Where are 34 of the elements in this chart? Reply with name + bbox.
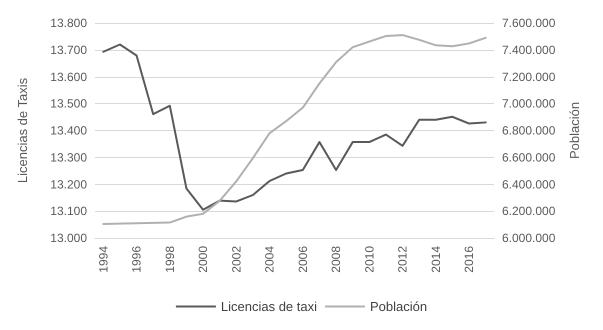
y2-tick-label: 6.200.000 [502, 204, 556, 218]
y-tick-label: 13.700 [50, 42, 88, 57]
legend-label: Licencias de taxi [220, 299, 318, 314]
y2-tick-label: 7.600.000 [502, 16, 556, 30]
x-tick-label: 2010 [362, 246, 376, 273]
y-tick-label: 13.500 [50, 96, 88, 111]
x-tick-label: 2016 [462, 246, 476, 273]
y-tick-label: 13.800 [50, 16, 88, 30]
x-tick-label: 2008 [329, 246, 344, 273]
x-tick-label: 2012 [396, 246, 410, 273]
y-tick-label: 13.200 [50, 177, 88, 192]
y-tick-label: 13.300 [50, 150, 88, 164]
y-axis-title: Licencias de Taxis [15, 77, 30, 184]
x-tick-label: 2014 [428, 246, 443, 273]
y2-axis-title: Población [567, 102, 582, 160]
legend-label: Población [370, 299, 428, 314]
x-tick-label: 1998 [162, 246, 177, 273]
y-tick-label: 13.600 [50, 70, 88, 84]
y2-tick-label: 6.800.000 [502, 124, 556, 138]
y2-tick-label: 7.400.000 [502, 42, 556, 57]
y-tick-label: 13.400 [50, 124, 88, 138]
x-tick-label: 2000 [196, 246, 210, 273]
y2-tick-label: 6.000.000 [502, 231, 556, 245]
x-tick-label: 1994 [96, 246, 110, 273]
y2-tick-label: 7.000.000 [502, 96, 556, 111]
x-tick-label: 1996 [130, 246, 144, 273]
y-tick-label: 13.100 [50, 204, 88, 218]
x-tick-label: 2006 [296, 246, 310, 273]
y-tick-label: 13.000 [50, 231, 88, 245]
y2-tick-label: 6.600.000 [502, 150, 556, 164]
x-tick-label: 2004 [262, 246, 277, 273]
x-tick-label: 2002 [229, 246, 244, 273]
y2-tick-label: 7.200.000 [502, 70, 556, 84]
y2-tick-label: 6.400.000 [502, 177, 556, 192]
